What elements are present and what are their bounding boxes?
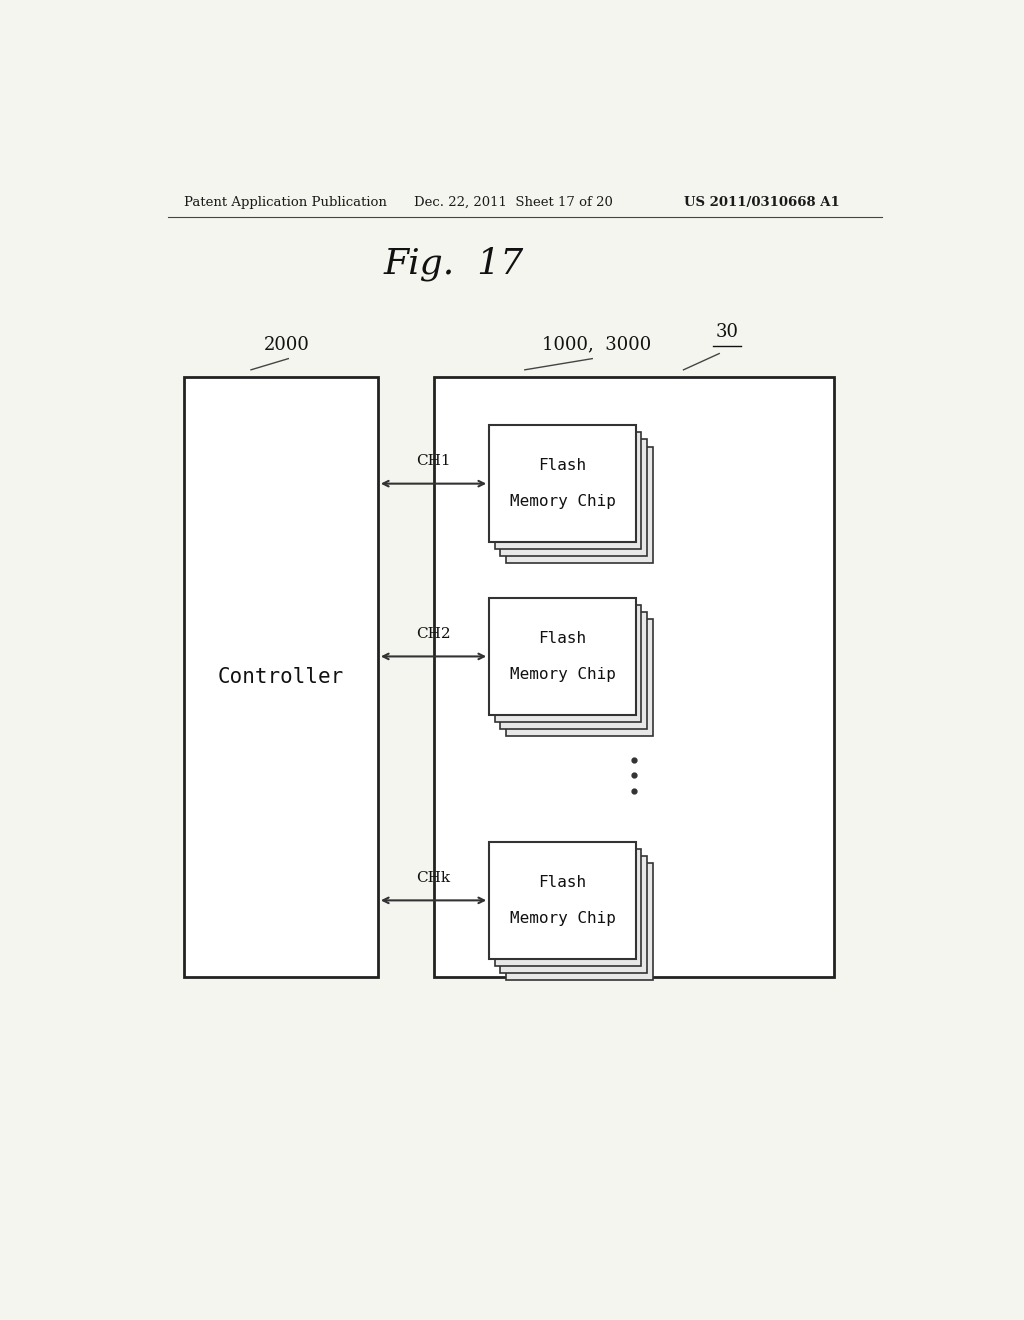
Bar <box>500 857 647 973</box>
Bar <box>183 378 378 977</box>
Text: 30: 30 <box>716 323 738 342</box>
Text: Memory Chip: Memory Chip <box>510 495 615 510</box>
Text: US 2011/0310668 A1: US 2011/0310668 A1 <box>684 195 840 209</box>
Text: Controller: Controller <box>218 667 344 686</box>
Bar <box>433 378 835 977</box>
Text: CH1: CH1 <box>416 454 451 469</box>
Bar <box>495 605 641 722</box>
Text: 1000,  3000: 1000, 3000 <box>542 335 651 354</box>
Bar <box>500 612 647 729</box>
Bar <box>506 619 652 737</box>
Bar <box>495 433 641 549</box>
Bar <box>489 425 636 543</box>
Text: 2000: 2000 <box>264 335 309 354</box>
Text: Flash: Flash <box>539 631 587 645</box>
Bar <box>506 446 652 564</box>
Text: Dec. 22, 2011  Sheet 17 of 20: Dec. 22, 2011 Sheet 17 of 20 <box>414 195 612 209</box>
Text: Memory Chip: Memory Chip <box>510 667 615 682</box>
Text: Flash: Flash <box>539 875 587 890</box>
Text: Patent Application Publication: Patent Application Publication <box>183 195 386 209</box>
Text: CHk: CHk <box>417 871 451 884</box>
Bar <box>500 440 647 556</box>
Text: Flash: Flash <box>539 458 587 473</box>
Bar <box>506 863 652 981</box>
Bar <box>489 842 636 958</box>
Text: Fig.  17: Fig. 17 <box>383 247 523 281</box>
Text: CH2: CH2 <box>416 627 451 642</box>
Bar <box>489 598 636 715</box>
Bar <box>495 849 641 966</box>
Text: Memory Chip: Memory Chip <box>510 911 615 927</box>
